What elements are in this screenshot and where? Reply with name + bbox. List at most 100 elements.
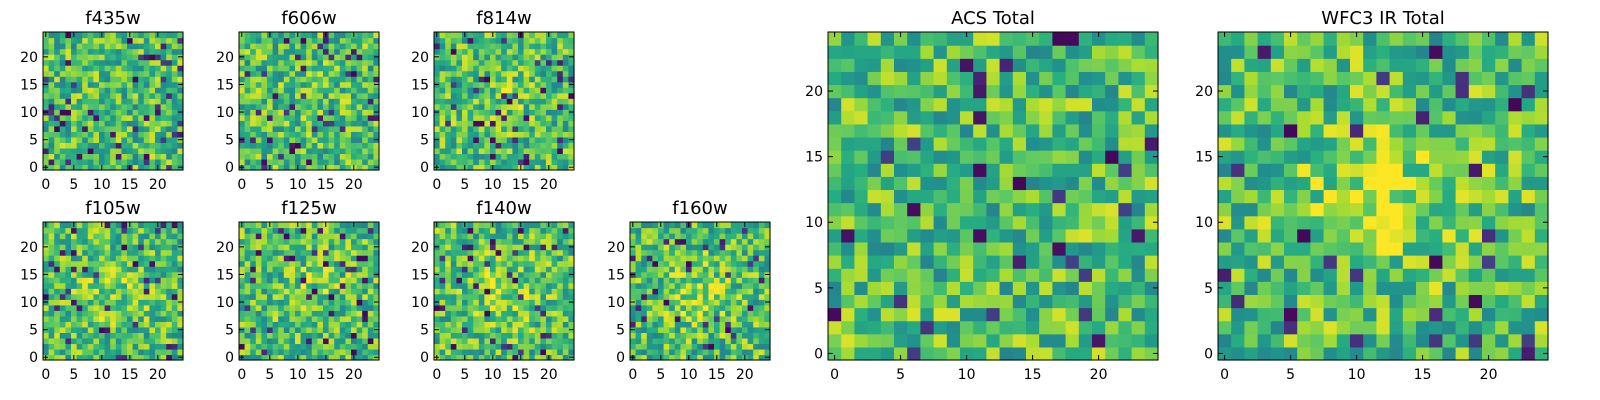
heatmap-cell <box>143 293 150 300</box>
heatmap-cell <box>121 70 128 77</box>
heatmap-cell <box>691 354 698 361</box>
heatmap-cell <box>439 81 446 88</box>
heatmap-cell <box>306 114 313 121</box>
heatmap-cell <box>300 65 307 72</box>
heatmap-cell <box>127 282 134 289</box>
heatmap-cell <box>551 37 558 44</box>
heatmap-cell <box>345 260 352 267</box>
heatmap-cell <box>456 76 463 83</box>
heatmap-cell <box>933 163 948 177</box>
heatmap-cell <box>630 277 637 284</box>
heatmap-cell <box>450 76 457 83</box>
heatmap-cell <box>283 326 290 333</box>
heatmap-cell <box>93 65 100 72</box>
heatmap-cell <box>462 271 469 278</box>
heatmap-cell <box>48 125 55 132</box>
heatmap-cell <box>518 332 525 339</box>
heatmap-cell <box>439 125 446 132</box>
heatmap-cell <box>93 227 100 234</box>
heatmap-cell <box>356 299 363 306</box>
heatmap-cell <box>518 158 525 166</box>
heatmap-cell <box>450 142 457 149</box>
heatmap-cell <box>450 271 457 278</box>
heatmap-cell <box>143 114 150 121</box>
heatmap-cell <box>562 109 569 116</box>
heatmap-cell <box>880 346 895 361</box>
heatmap-cell <box>680 293 687 300</box>
heatmap-cell <box>132 153 139 160</box>
heatmap-cell <box>289 37 296 44</box>
heatmap-cell <box>518 98 525 105</box>
heatmap-cell <box>323 244 330 251</box>
heatmap-cell <box>719 310 726 317</box>
heatmap-cell <box>674 233 681 240</box>
heatmap-cell <box>663 337 670 345</box>
heatmap-cell <box>742 227 749 234</box>
heatmap-cell <box>764 288 771 295</box>
heatmap-cell <box>306 299 313 306</box>
heatmap-cell <box>635 266 642 273</box>
heatmap-cell <box>71 103 78 110</box>
heatmap-cell <box>753 332 760 339</box>
heatmap-cell <box>986 320 1001 335</box>
heatmap-cell <box>933 215 948 230</box>
heatmap-cell <box>501 164 508 171</box>
heatmap-cell <box>177 260 184 267</box>
heatmap-cell <box>753 321 760 328</box>
heatmap-cell <box>99 326 106 333</box>
heatmap-cell <box>289 343 296 350</box>
heatmap-cell <box>501 70 508 77</box>
heatmap-cell <box>1026 241 1040 256</box>
heatmap-cell <box>367 326 374 333</box>
heatmap-cell <box>261 131 268 138</box>
heatmap-cell <box>490 54 497 61</box>
heatmap-cell <box>43 158 50 166</box>
heatmap-cell <box>523 354 530 361</box>
heatmap-cell <box>82 326 89 333</box>
heatmap-cell <box>880 202 895 217</box>
heatmap-cell <box>1052 163 1067 177</box>
heatmap-cell <box>736 233 743 240</box>
heatmap-cell <box>267 43 274 50</box>
heatmap-cell <box>99 81 106 88</box>
heatmap-cell <box>244 43 251 50</box>
heatmap-cell <box>1118 333 1133 348</box>
heatmap-cell <box>272 109 279 116</box>
heatmap-cell <box>1065 163 1080 177</box>
heatmap-cell <box>110 48 117 55</box>
heatmap-cell <box>267 348 274 356</box>
heatmap-cell <box>523 76 530 83</box>
heatmap-cell <box>725 321 732 328</box>
heatmap-cell <box>501 48 508 55</box>
heatmap-cell <box>283 222 290 229</box>
heatmap-cell <box>295 70 302 77</box>
heatmap-cell <box>93 337 100 345</box>
heatmap-cell <box>434 260 441 267</box>
heatmap-cell <box>82 304 89 311</box>
heatmap-cell <box>658 260 665 267</box>
heatmap-cell <box>143 227 150 234</box>
heatmap-cell <box>467 125 474 132</box>
heatmap-cell <box>138 81 145 88</box>
heatmap-cell <box>149 222 156 229</box>
heatmap-cell <box>300 260 307 267</box>
heatmap-cell <box>166 92 173 99</box>
heatmap-cell <box>880 163 895 177</box>
heatmap-cell <box>311 142 318 149</box>
heatmap-cell <box>323 310 330 317</box>
heatmap-cell <box>462 304 469 311</box>
heatmap-cell <box>946 228 961 243</box>
heatmap-cell <box>1118 281 1133 295</box>
heatmap-cell <box>110 310 117 317</box>
heatmap-cell <box>65 136 72 143</box>
heatmap-cell <box>456 238 463 245</box>
heatmap-cell <box>239 337 246 345</box>
heatmap-cell <box>334 315 341 322</box>
heatmap-cell <box>43 87 50 94</box>
heatmap-cell <box>551 98 558 105</box>
heatmap-cell <box>328 315 335 322</box>
heatmap-cell <box>697 266 704 273</box>
heatmap-cell <box>99 321 106 328</box>
heatmap-cell <box>65 131 72 138</box>
heatmap-cell <box>328 81 335 88</box>
